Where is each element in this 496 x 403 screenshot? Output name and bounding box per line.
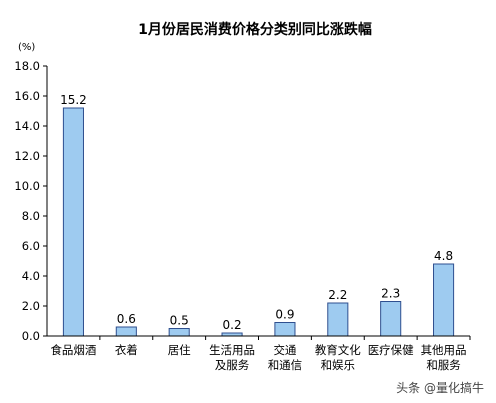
bar-value-label: 0.2 — [223, 318, 242, 332]
category-label: 其他用品 — [421, 343, 467, 357]
y-tick-label: 16.0 — [14, 89, 40, 103]
category-label: 衣着 — [115, 343, 138, 357]
category-label: 和通信 — [268, 358, 303, 372]
category-label: 食品烟酒 — [50, 343, 96, 357]
watermark-text: 头条 @量化搞牛 — [396, 380, 484, 395]
bar — [433, 263, 455, 337]
category-label: 和娱乐 — [321, 358, 356, 372]
category-label: 生活用品 — [209, 343, 255, 357]
category-label: 教育文化 — [315, 343, 361, 357]
y-tick-label: 18.0 — [14, 59, 40, 73]
y-axis-ticks: 0.0 2.0 4.0 6.0 8.0 10.0 12.0 14.0 16.0 18.0 — [14, 59, 47, 343]
bar — [274, 322, 296, 337]
y-unit-label: (%) — [18, 42, 35, 53]
bar-value-label: 15.2 — [60, 93, 87, 107]
chart-title: 1月份居民消费价格分类别同比涨跌幅 — [138, 21, 372, 38]
y-tick-label: 6.0 — [22, 239, 40, 253]
y-tick-label: 2.0 — [22, 299, 40, 313]
bar — [115, 326, 137, 337]
category-label: 及服务 — [215, 358, 250, 372]
y-tick-label: 0.0 — [22, 329, 40, 343]
bar — [327, 302, 349, 337]
bar-value-label: 2.2 — [328, 288, 347, 302]
y-tick-label: 14.0 — [14, 119, 40, 133]
category-label: 居住 — [168, 343, 191, 357]
y-tick-label: 8.0 — [22, 209, 40, 223]
y-tick-label: 10.0 — [14, 179, 40, 193]
bars — [62, 107, 455, 337]
category-label: 医疗保健 — [368, 343, 414, 357]
bar-value-label: 0.6 — [117, 312, 136, 326]
bar-value-label: 0.5 — [170, 314, 189, 328]
y-tick-label: 4.0 — [22, 269, 40, 283]
bar-value-label: 4.8 — [434, 249, 453, 263]
bar — [62, 107, 84, 337]
category-label: 交通 — [273, 343, 296, 357]
bar — [168, 328, 190, 337]
bar-value-label: 0.9 — [275, 308, 294, 322]
y-tick-label: 12.0 — [14, 149, 40, 163]
bar — [380, 301, 402, 337]
bar-value-label: 2.3 — [381, 287, 400, 301]
value-labels: 15.2 0.6 0.5 0.2 0.9 2.2 2.3 4.8 — [60, 93, 453, 332]
category-label: 和服务 — [426, 358, 461, 372]
